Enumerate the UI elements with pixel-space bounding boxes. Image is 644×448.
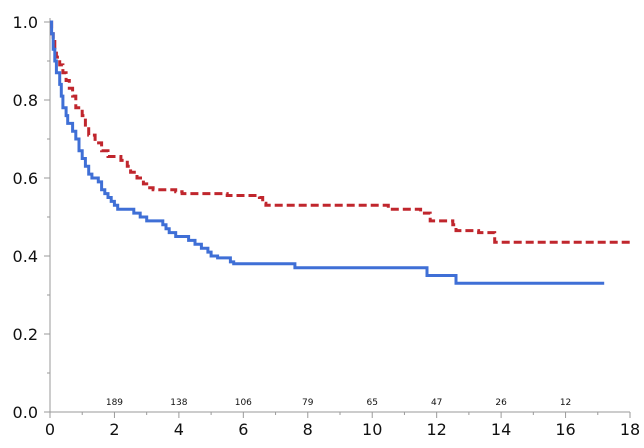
risk-count-label: 26 [495, 398, 507, 408]
y-tick-label: 0.8 [13, 91, 38, 110]
x-tick-label: 14 [491, 420, 511, 439]
y-tick-label: 1.0 [13, 13, 38, 32]
risk-count-label: 106 [235, 398, 252, 408]
risk-count-label: 138 [170, 398, 187, 408]
x-tick-label: 16 [555, 420, 575, 439]
x-tick-label: 0 [45, 420, 55, 439]
axes: 0 2 4 6 8 10 12 14 16 18 0.0 0.2 0.4 0.6 0.8 1.0 [13, 13, 641, 439]
x-tick-label: 8 [303, 420, 313, 439]
series-layer [50, 20, 630, 285]
x-tick-label: 12 [426, 420, 446, 439]
risk-count-label: 65 [366, 398, 377, 408]
survival-curve-2 [50, 20, 605, 285]
survival-curve-1 [50, 20, 630, 244]
y-tick-label: 0.6 [13, 169, 38, 188]
risk-count-label: 79 [302, 398, 314, 408]
x-tick-label: 2 [109, 420, 119, 439]
risk-count-label: 12 [560, 398, 571, 408]
x-tick-label: 4 [174, 420, 184, 439]
y-tick-label: 0.0 [13, 403, 38, 422]
y-tick-label: 0.2 [13, 325, 38, 344]
risk-table: 189 138 106 79 65 47 26 12 [106, 398, 571, 408]
x-tick-label: 10 [362, 420, 382, 439]
risk-count-label: 47 [431, 398, 442, 408]
x-tick-label: 6 [238, 420, 248, 439]
y-tick-label: 0.4 [13, 247, 38, 266]
x-tick-label: 18 [620, 420, 640, 439]
risk-count-label: 189 [106, 398, 123, 408]
